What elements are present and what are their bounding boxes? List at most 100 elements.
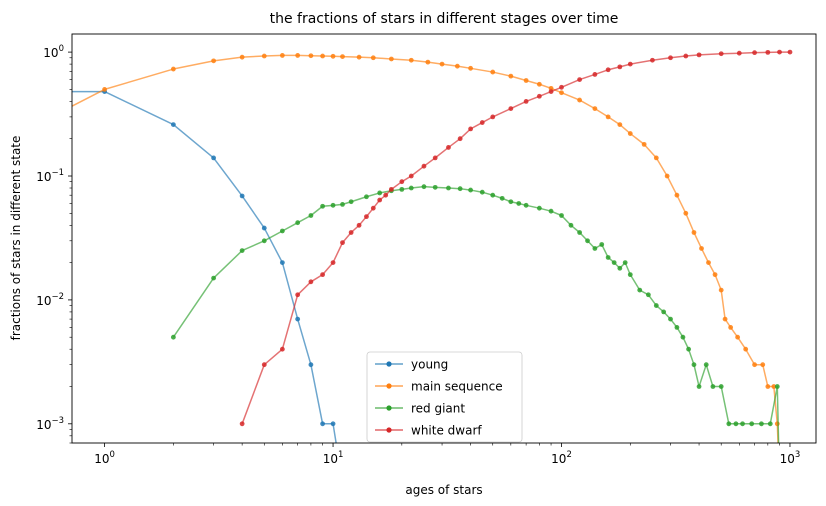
legend-swatch-marker bbox=[386, 405, 392, 411]
data-point-red-giant bbox=[320, 203, 325, 209]
chart-title: the fractions of stars in different stag… bbox=[270, 11, 619, 27]
data-point-young bbox=[308, 362, 314, 368]
data-point-red-giant bbox=[479, 189, 485, 195]
data-point-main-sequence bbox=[760, 362, 766, 368]
data-point-young bbox=[279, 260, 285, 266]
data-point-main-sequence bbox=[774, 421, 780, 427]
data-point-white-dwarf bbox=[490, 114, 496, 120]
data-point-red-giant bbox=[490, 192, 496, 198]
data-point-red-giant bbox=[432, 184, 438, 190]
data-point-white-dwarf bbox=[356, 222, 362, 228]
data-point-red-giant bbox=[568, 222, 574, 228]
data-point-white-dwarf bbox=[340, 240, 345, 246]
data-point-red-giant bbox=[680, 334, 686, 340]
data-point-white-dwarf bbox=[408, 173, 414, 179]
data-point-white-dwarf bbox=[370, 205, 376, 211]
data-point-white-dwarf bbox=[523, 99, 529, 104]
data-point-red-giant bbox=[627, 272, 633, 278]
data-point-red-giant bbox=[523, 202, 529, 208]
series-layer bbox=[72, 49, 793, 443]
y-tick-label: 10−2 bbox=[36, 292, 64, 308]
data-point-main-sequence bbox=[683, 210, 689, 216]
data-point-red-giant bbox=[508, 199, 514, 205]
y-axis-label: fractions of stars in different state bbox=[9, 136, 23, 341]
data-point-red-giant bbox=[740, 421, 745, 427]
data-point-white-dwarf bbox=[399, 179, 405, 185]
data-point-main-sequence bbox=[706, 260, 711, 266]
data-point-white-dwarf bbox=[765, 49, 771, 55]
data-point-main-sequence bbox=[605, 114, 611, 120]
data-point-red-giant bbox=[559, 213, 564, 218]
data-point-main-sequence bbox=[722, 316, 728, 322]
data-point-red-giant bbox=[279, 228, 285, 234]
data-point-main-sequence bbox=[771, 384, 777, 389]
data-point-red-giant bbox=[585, 238, 590, 244]
data-point-main-sequence bbox=[320, 53, 325, 59]
data-point-red-giant bbox=[653, 303, 659, 308]
data-point-white-dwarf bbox=[696, 52, 702, 58]
data-point-red-giant bbox=[499, 195, 505, 201]
series-white-dwarf bbox=[239, 49, 793, 427]
data-point-red-giant bbox=[691, 362, 697, 368]
data-point-main-sequence bbox=[664, 173, 670, 179]
data-point-main-sequence bbox=[239, 54, 245, 60]
data-point-main-sequence bbox=[330, 53, 336, 59]
data-point-main-sequence bbox=[577, 97, 582, 103]
data-point-white-dwarf bbox=[548, 89, 554, 94]
legend-entry-white-dwarf: white dwarf bbox=[375, 424, 482, 438]
data-point-young bbox=[295, 316, 301, 322]
data-point-white-dwarf bbox=[364, 214, 369, 220]
data-point-main-sequence bbox=[211, 58, 217, 64]
data-point-main-sequence bbox=[712, 272, 718, 278]
data-point-white-dwarf bbox=[752, 50, 757, 56]
legend-entry-main-sequence: main sequence bbox=[375, 380, 503, 394]
data-point-red-giant bbox=[170, 334, 176, 340]
data-point-white-dwarf bbox=[377, 197, 383, 203]
data-point-young bbox=[239, 193, 245, 199]
data-point-red-giant bbox=[457, 186, 463, 192]
data-point-main-sequence bbox=[408, 57, 414, 63]
data-point-white-dwarf bbox=[508, 106, 514, 111]
data-point-red-giant bbox=[261, 238, 267, 244]
data-point-young bbox=[211, 155, 217, 161]
x-tick-label: 102 bbox=[551, 450, 572, 466]
data-point-main-sequence bbox=[295, 53, 301, 58]
data-point-white-dwarf bbox=[432, 155, 438, 161]
data-point-white-dwarf bbox=[348, 230, 354, 235]
data-point-white-dwarf bbox=[479, 120, 485, 125]
legend-label: red giant bbox=[411, 402, 465, 416]
data-point-main-sequence bbox=[261, 53, 267, 59]
data-point-main-sequence bbox=[508, 73, 514, 79]
data-point-red-giant bbox=[548, 208, 554, 214]
legend-label: young bbox=[411, 358, 448, 372]
legend-swatch-marker bbox=[386, 383, 392, 389]
data-point-white-dwarf bbox=[650, 57, 655, 63]
x-tick-label: 103 bbox=[780, 450, 801, 466]
data-point-red-giant bbox=[696, 384, 702, 389]
data-point-white-dwarf bbox=[627, 61, 633, 67]
data-point-red-giant bbox=[308, 213, 314, 218]
data-point-white-dwarf bbox=[295, 292, 301, 298]
data-point-main-sequence bbox=[454, 63, 460, 69]
data-point-red-giant bbox=[733, 421, 739, 427]
data-point-main-sequence bbox=[728, 324, 734, 330]
data-point-main-sequence bbox=[523, 78, 529, 83]
data-point-red-giant bbox=[749, 421, 755, 427]
data-point-main-sequence bbox=[752, 362, 757, 368]
data-point-main-sequence bbox=[370, 55, 376, 61]
data-point-red-giant bbox=[668, 316, 673, 322]
data-point-red-giant bbox=[645, 292, 651, 298]
data-point-main-sequence bbox=[356, 54, 362, 60]
data-point-white-dwarf bbox=[308, 279, 314, 285]
data-point-main-sequence bbox=[765, 384, 771, 389]
data-point-red-giant bbox=[239, 248, 245, 254]
data-point-white-dwarf bbox=[279, 346, 285, 352]
data-point-white-dwarf bbox=[457, 136, 463, 142]
data-point-white-dwarf bbox=[668, 55, 673, 61]
x-tick-label: 100 bbox=[94, 450, 115, 466]
data-point-main-sequence bbox=[617, 122, 623, 127]
data-point-red-giant bbox=[340, 202, 345, 207]
x-tick-label: 101 bbox=[323, 450, 344, 466]
data-point-white-dwarf bbox=[559, 84, 564, 90]
data-point-main-sequence bbox=[674, 192, 680, 198]
